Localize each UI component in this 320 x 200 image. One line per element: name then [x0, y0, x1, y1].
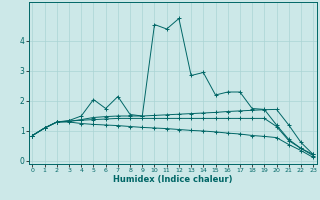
X-axis label: Humidex (Indice chaleur): Humidex (Indice chaleur)	[113, 175, 233, 184]
